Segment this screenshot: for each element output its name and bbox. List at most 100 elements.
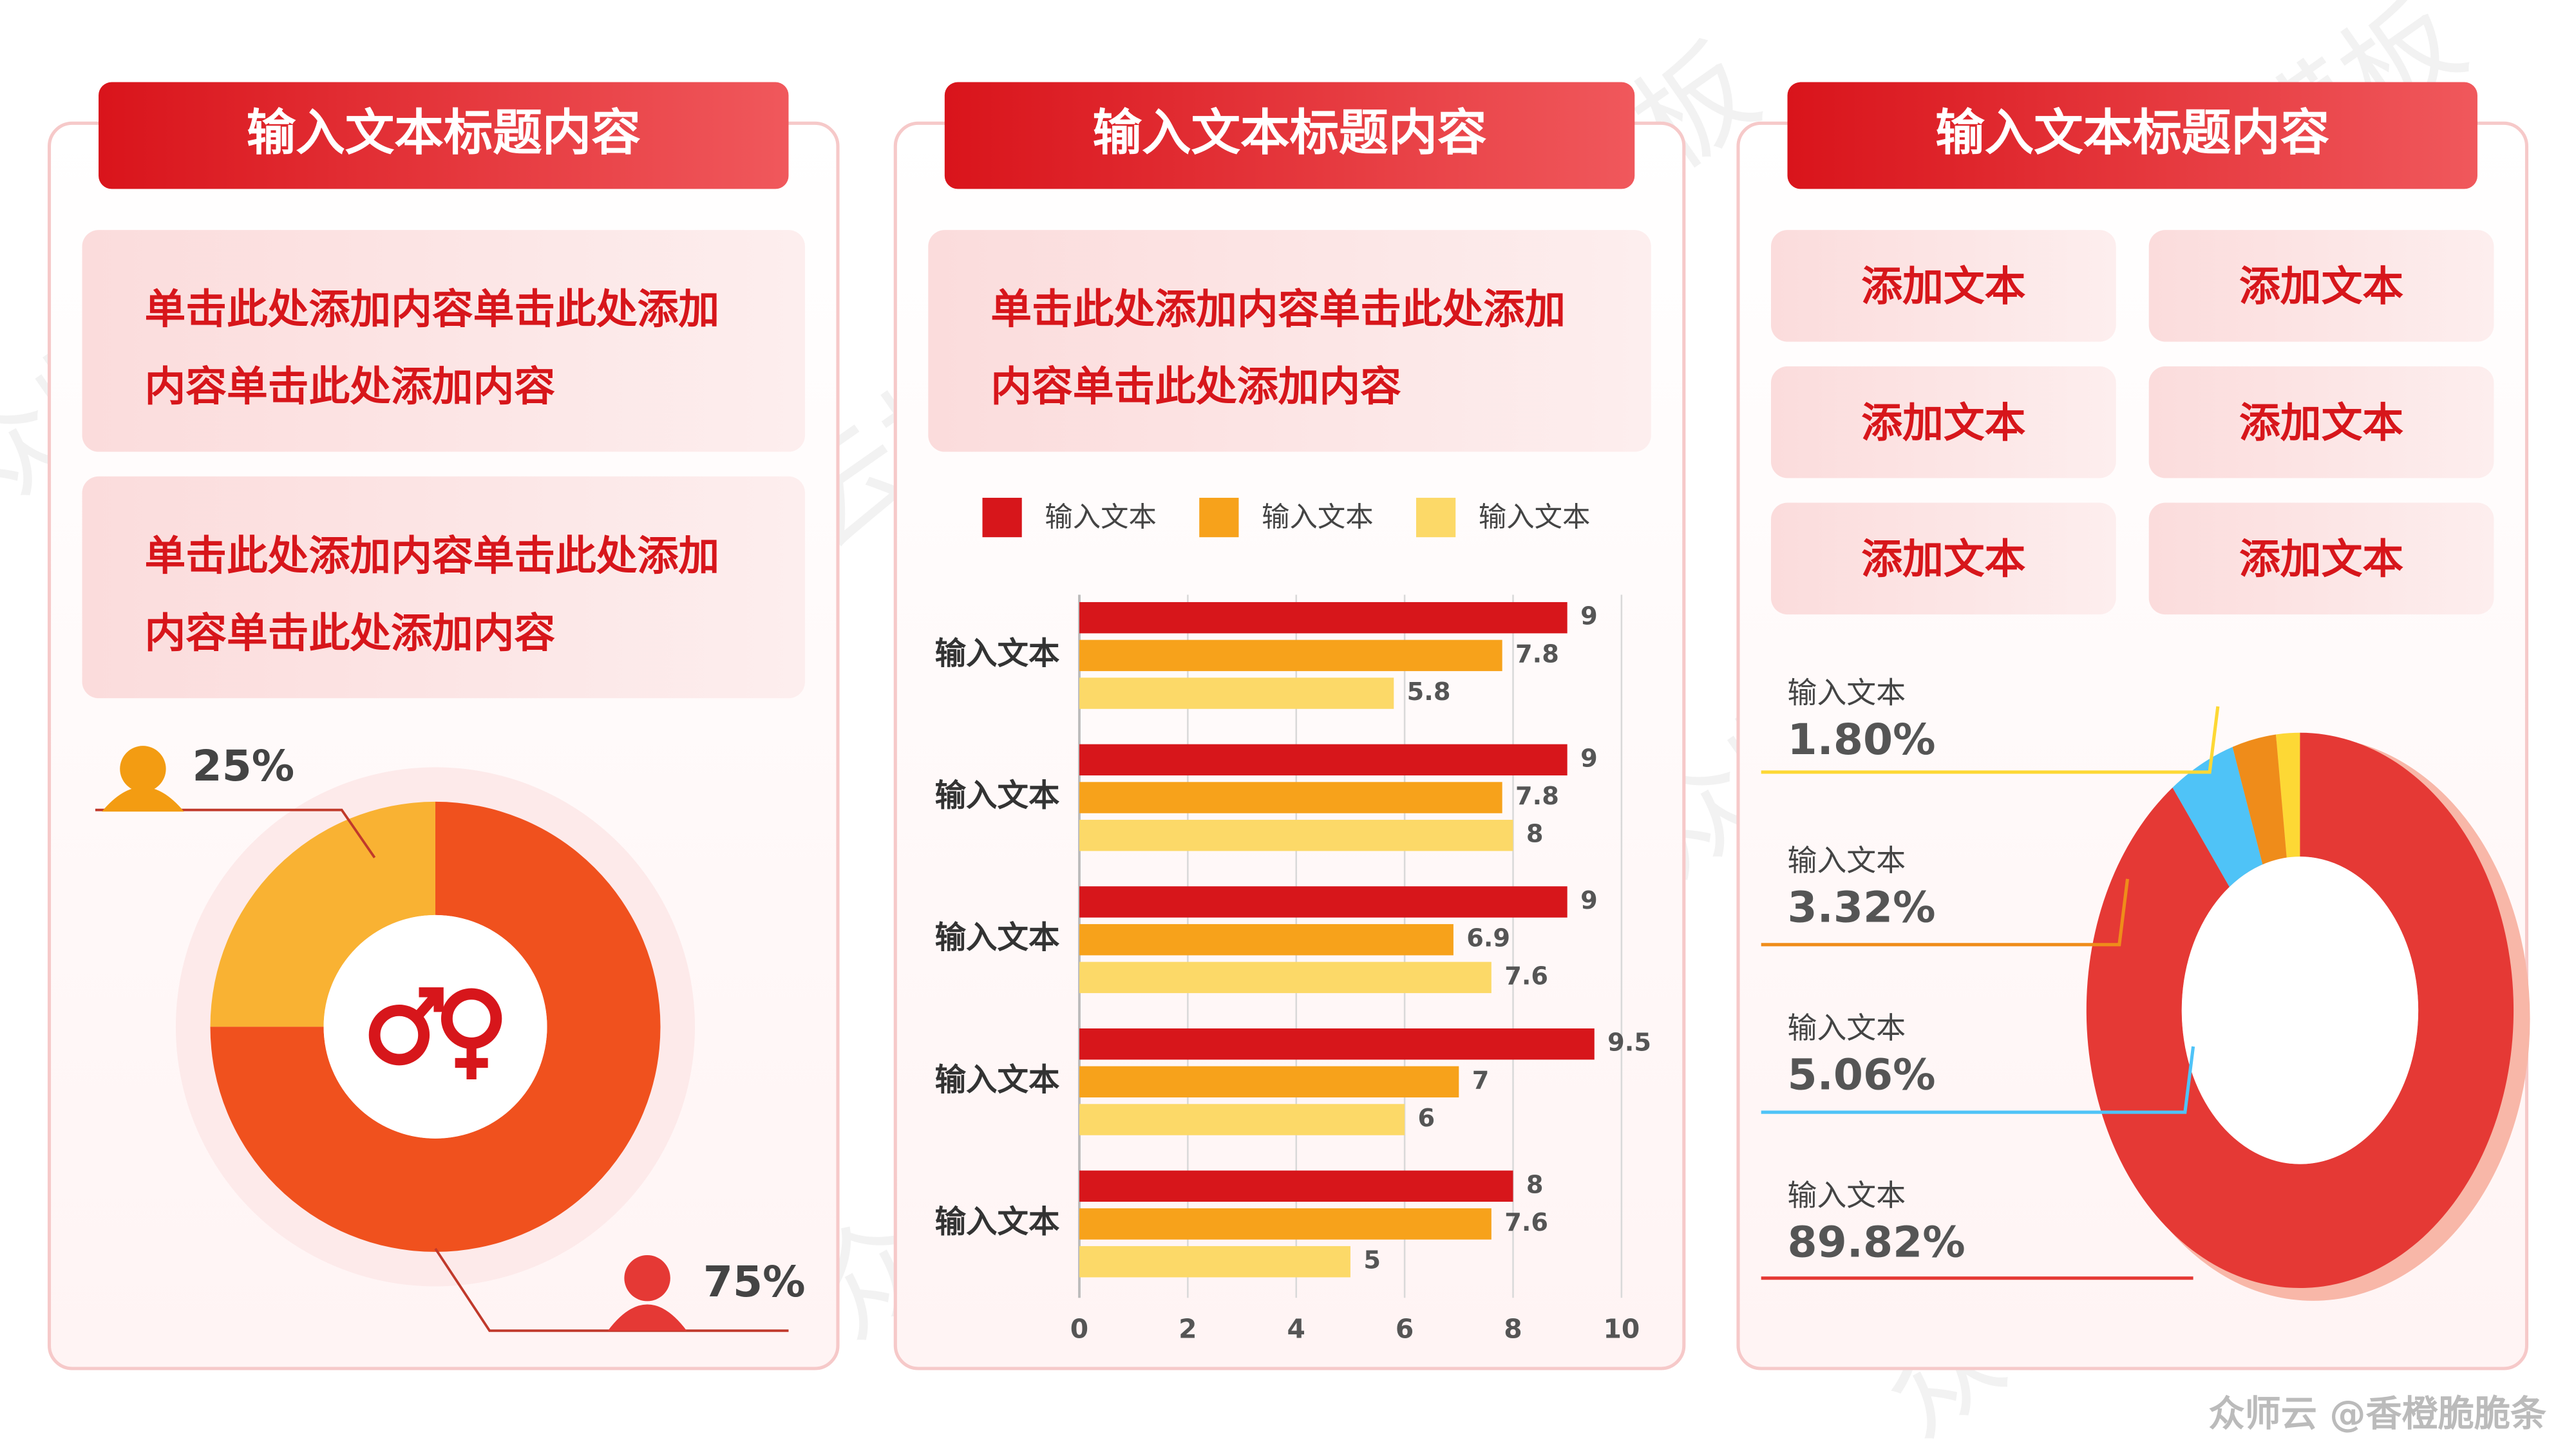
bar [1079, 639, 1502, 672]
data-label: 7.8 [1515, 639, 1559, 668]
paragraph-line: 单击此处添加内容单击此处添加 [144, 286, 719, 334]
data-label: 7.6 [1504, 1208, 1548, 1237]
button[interactable] [1771, 230, 2116, 342]
icon-male [368, 1004, 430, 1066]
button-label: 添加文本 [2239, 399, 2403, 447]
value-label: 89.82% [1788, 1217, 1965, 1267]
category-label: 输入文本 [935, 920, 1060, 956]
button-label: 添加文本 [2239, 536, 2403, 583]
leader [434, 1247, 789, 1332]
bar [1079, 782, 1502, 813]
x-tick-label: 10 [1603, 1313, 1640, 1344]
panel-title-bar [99, 82, 789, 189]
bar [1079, 1028, 1595, 1060]
value-label: 25% [192, 741, 294, 791]
leader [1761, 1046, 2195, 1114]
pie-slice [210, 801, 436, 1027]
bar [1079, 961, 1492, 994]
value-label: 75% [703, 1256, 806, 1307]
paragraph-line: 内容单击此处添加内容 [144, 363, 555, 411]
icon-female-cross [455, 1043, 488, 1080]
donut-slice [2172, 746, 2263, 887]
category-label: 输入文本 [1788, 843, 1906, 878]
bar [1079, 1170, 1513, 1202]
x-tick-label: 8 [1504, 1313, 1522, 1344]
button-label: 添加文本 [1861, 536, 2025, 583]
data-label: 7 [1472, 1066, 1490, 1095]
paragraph-line: 内容单击此处添加内容 [144, 610, 555, 658]
button[interactable] [1771, 366, 2116, 478]
data-label: 5 [1363, 1246, 1381, 1275]
category-label: 输入文本 [935, 778, 1060, 814]
x-tick-label: 0 [1070, 1313, 1088, 1344]
button-label: 添加文本 [2239, 263, 2403, 311]
bar [1079, 1104, 1405, 1135]
person-icon [624, 1255, 670, 1302]
text-box [928, 230, 1651, 452]
panel-title-bar [944, 82, 1635, 189]
button[interactable] [2148, 366, 2494, 478]
category-label: 输入文本 [935, 1204, 1060, 1240]
panel-title: 输入文本标题内容 [1935, 105, 2329, 162]
donut-slice [2276, 732, 2300, 858]
paragraph-line: 内容单击此处添加内容 [990, 363, 1401, 411]
donut-slice [2086, 732, 2514, 1288]
text-box [82, 476, 805, 699]
paragraph-line: 单击此处添加内容单击此处添加 [990, 286, 1566, 334]
category-label: 输入文本 [1788, 1010, 1906, 1045]
data-label: 9 [1580, 602, 1598, 631]
person-icon [607, 1304, 687, 1331]
data-label: 5.8 [1407, 677, 1451, 706]
bar [1079, 744, 1567, 776]
leader [1761, 706, 2220, 774]
donut-slice [2232, 734, 2287, 865]
legend-swatch [982, 497, 1022, 538]
data-label: 6 [1418, 1104, 1435, 1133]
bar [1079, 886, 1567, 918]
bar [1079, 923, 1454, 956]
legend-label: 输入文本 [1479, 502, 1590, 534]
legend-swatch [1199, 497, 1239, 538]
bar [1079, 601, 1567, 634]
panel-title: 输入文本标题内容 [247, 105, 641, 162]
legend-label: 输入文本 [1262, 502, 1373, 534]
bar [1079, 1208, 1492, 1240]
legend-label: 输入文本 [1045, 502, 1156, 534]
x-tick-label: 6 [1396, 1313, 1414, 1344]
paragraph-line: 单击此处添加内容单击此处添加 [144, 533, 719, 580]
value-label: 3.32% [1788, 882, 1936, 932]
data-label: 8 [1526, 1170, 1544, 1199]
button[interactable] [2148, 502, 2494, 615]
x-tick-label: 4 [1287, 1313, 1305, 1344]
data-label: 9.5 [1607, 1028, 1651, 1057]
data-label: 9 [1580, 886, 1598, 915]
person-icon [120, 746, 166, 792]
bar [1079, 677, 1394, 709]
x-tick-label: 2 [1179, 1313, 1197, 1344]
panel-title-bar [1787, 82, 2477, 189]
button-label: 添加文本 [1861, 399, 2025, 447]
ring-hole [2181, 857, 2419, 1164]
data-label: 6.9 [1466, 924, 1510, 953]
ring [2086, 732, 2530, 1301]
text-box [82, 230, 805, 452]
icon-male-arrow [412, 987, 444, 1022]
data-label: 9 [1580, 744, 1598, 773]
panel-title: 输入文本标题内容 [1092, 105, 1486, 162]
leader [1761, 878, 2130, 947]
bar [1079, 1245, 1350, 1278]
button-label: 添加文本 [1861, 263, 2025, 311]
button[interactable] [1771, 502, 2116, 615]
center [323, 914, 547, 1139]
category-label: 输入文本 [1788, 676, 1906, 710]
value-label: 1.80% [1788, 714, 1936, 764]
data-label: 7.8 [1515, 782, 1559, 811]
credit: 众师云 @香橙脆脆条 [2209, 1394, 2547, 1435]
button[interactable] [2148, 230, 2494, 342]
bar [1079, 1066, 1459, 1098]
data-label: 7.6 [1504, 961, 1548, 990]
bar [1079, 819, 1513, 851]
category-label: 输入文本 [1788, 1178, 1906, 1213]
